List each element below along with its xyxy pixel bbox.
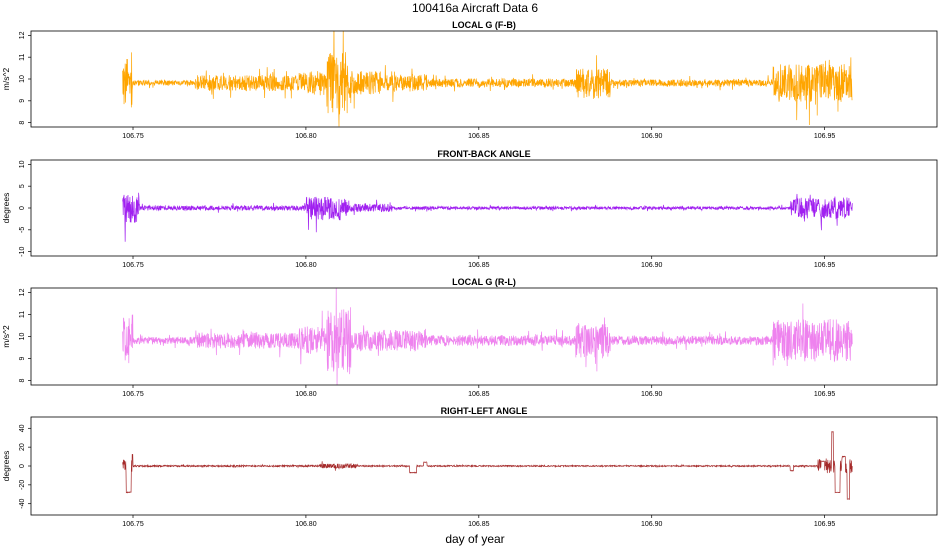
- figure-title: 100416a Aircraft Data 6: [412, 1, 538, 15]
- panel-title: RIGHT-LEFT ANGLE: [441, 406, 528, 416]
- y-tick-label: -20: [19, 480, 26, 490]
- y-tick-label: 0: [19, 206, 26, 210]
- y-axis-label: degrees: [1, 193, 11, 224]
- x-tick-label: 106.95: [814, 391, 836, 398]
- y-axis-label: degrees: [1, 451, 11, 482]
- x-tick-label: 106.95: [814, 521, 836, 528]
- x-tick-label: 106.85: [468, 133, 490, 140]
- panel-2: FRONT-BACK ANGLE degrees -10 -5 0 5 10 106.75 10…: [1, 149, 938, 269]
- y-axis-label: m/s^2: [1, 325, 11, 348]
- y-tick-label: 10: [19, 333, 26, 341]
- x-tick-label: 106.80: [295, 391, 317, 398]
- x-tick-label: 106.75: [122, 521, 144, 528]
- x-tick-label: 106.75: [122, 133, 144, 140]
- y-tick-label: 9: [19, 99, 26, 103]
- x-tick-label: 106.90: [641, 521, 663, 528]
- y-tick-label: 12: [19, 288, 26, 296]
- x-tick-label: 106.80: [295, 262, 317, 269]
- x-tick-label: 106.90: [641, 133, 663, 140]
- y-tick-label: 5: [19, 184, 26, 188]
- y-tick-label: 8: [19, 121, 26, 125]
- y-tick-label: 8: [19, 379, 26, 383]
- x-tick-label: 106.85: [468, 391, 490, 398]
- plot-frame: [30, 416, 938, 516]
- y-tick-label: -40: [19, 499, 26, 509]
- x-tick-label: 106.75: [122, 262, 144, 269]
- y-tick-label: -5: [19, 227, 26, 233]
- series-line: [122, 430, 853, 500]
- series-line: [122, 192, 853, 242]
- x-tick-label: 106.85: [468, 521, 490, 528]
- panel-3: LOCAL G (R-L) m/s^2 8 9 10 11 12 106.75 106.80 10…: [1, 277, 938, 398]
- y-tick-label: 10: [19, 160, 26, 168]
- panel-title: LOCAL G (F-B): [452, 20, 516, 30]
- y-tick-label: 11: [19, 311, 26, 318]
- x-tick-label: 106.80: [295, 521, 317, 528]
- x-tick-label: 106.90: [641, 391, 663, 398]
- y-axis-label: m/s^2: [1, 68, 11, 91]
- y-tick-label: 40: [19, 424, 26, 432]
- series-line: [122, 288, 853, 385]
- x-tick-label: 106.95: [814, 262, 836, 269]
- panel-title: FRONT-BACK ANGLE: [437, 149, 530, 159]
- y-tick-label: -10: [19, 246, 26, 256]
- plot-frame: [30, 30, 938, 128]
- chart-panels: LOCAL G (F-B) m/s^2 8 9 10 11 12 106.75 106.80 10…: [1, 20, 938, 528]
- y-tick-label: 20: [19, 443, 26, 451]
- x-tick-label: 106.95: [814, 133, 836, 140]
- x-tick-label: 106.85: [468, 262, 490, 269]
- y-tick-label: 0: [19, 464, 26, 468]
- y-tick-label: 12: [19, 31, 26, 39]
- y-tick-label: 9: [19, 356, 26, 360]
- x-axis-label: day of year: [445, 532, 504, 546]
- panel-title: LOCAL G (R-L): [452, 277, 516, 287]
- y-tick-label: 11: [19, 53, 26, 60]
- plot-frame: [30, 159, 938, 257]
- x-tick-label: 106.75: [122, 391, 144, 398]
- series-line: [122, 31, 853, 127]
- x-tick-label: 106.80: [295, 133, 317, 140]
- y-tick-label: 10: [19, 75, 26, 83]
- plot-frame: [30, 287, 938, 386]
- x-tick-label: 106.90: [641, 262, 663, 269]
- panel-1: LOCAL G (F-B) m/s^2 8 9 10 11 12 106.75 106.80 10…: [1, 20, 938, 140]
- panel-4: RIGHT-LEFT ANGLE degrees -40 -20 0 20 40 106.75…: [1, 406, 938, 528]
